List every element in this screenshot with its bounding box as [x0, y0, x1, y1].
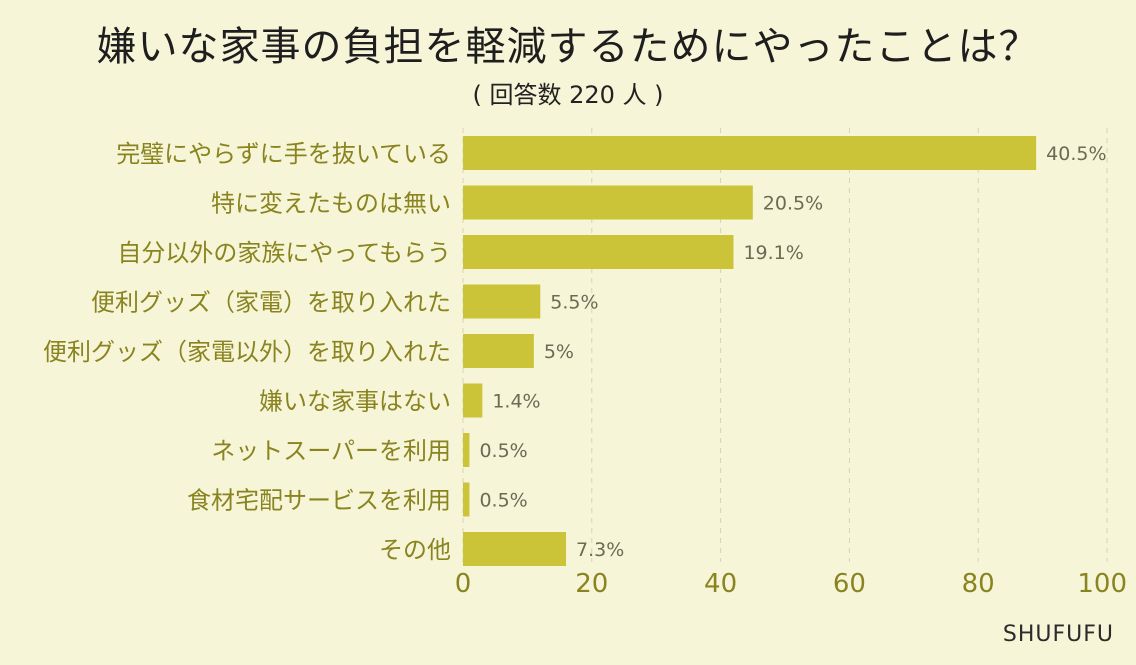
chart-title: 嫌いな家事の負担を軽減するためにやったことは？: [96, 24, 1040, 70]
value-label-7: 0.5%: [479, 490, 527, 512]
category-label-5: 嫌いな家事はない: [259, 388, 451, 416]
category-label-8: その他: [379, 536, 451, 564]
value-label-8: 7.3%: [576, 539, 624, 561]
category-label-6: ネットスーパーを利用: [211, 437, 451, 465]
bar-7: [463, 482, 470, 517]
value-label-3: 5.5%: [550, 292, 598, 314]
value-label-1: 20.5%: [763, 193, 823, 215]
bar-4: [463, 334, 534, 368]
category-label-7: 食材宅配サービスを利用: [187, 487, 451, 515]
bar-6: [463, 433, 470, 467]
x-tick-label-60: 60: [833, 569, 866, 599]
category-label-0: 完璧にやらずに手を抜いている: [116, 140, 451, 168]
bars-group: [463, 136, 1037, 566]
value-label-4: 5%: [544, 341, 574, 363]
value-label-0: 40.5%: [1046, 143, 1106, 165]
category-label-4: 便利グッズ（家電以外）を取り入れた: [43, 338, 451, 366]
x-tick-label-100: 100: [1077, 569, 1127, 599]
x-axis-ticks: 0 20 40 60 80 100: [455, 569, 1127, 599]
bar-0: [463, 136, 1037, 170]
bar-2: [463, 235, 734, 269]
value-labels: 40.5% 20.5% 19.1% 5.5% 5% 1.4% 0.5% 0.5% 7.3%: [479, 143, 1106, 561]
bar-1: [463, 185, 753, 220]
category-label-3: 便利グッズ（家電）を取り入れた: [91, 289, 451, 317]
chart-subtitle: ( 回答数 220 人 ): [472, 81, 664, 109]
category-label-2: 自分以外の家族にやってもらう: [117, 239, 451, 267]
bar-3: [463, 284, 541, 319]
value-label-5: 1.4%: [492, 391, 540, 413]
x-tick-label-40: 40: [704, 569, 737, 599]
x-tick-label-20: 20: [575, 569, 608, 599]
bar-5: [463, 383, 483, 418]
x-tick-label-80: 80: [962, 569, 995, 599]
value-label-6: 0.5%: [479, 440, 527, 462]
brand-logo-text: SHUFUFU: [1002, 622, 1114, 647]
category-labels: 完璧にやらずに手を抜いている特に変えたものは無い自分以外の家族にやってもらう便利…: [43, 140, 451, 564]
x-tick-label-0: 0: [455, 569, 472, 599]
bar-8: [463, 532, 567, 566]
value-label-2: 19.1%: [743, 242, 803, 264]
category-label-1: 特に変えたものは無い: [211, 190, 451, 218]
